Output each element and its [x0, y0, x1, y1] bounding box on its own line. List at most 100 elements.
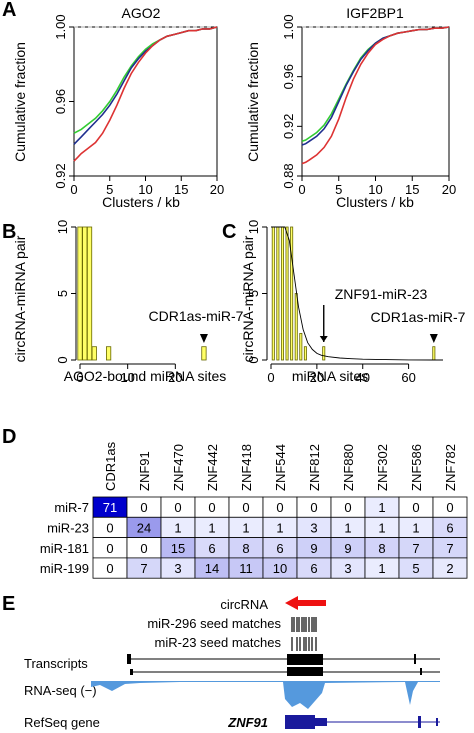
cell-value: 6 [310, 561, 317, 576]
transcript-exon [127, 654, 131, 664]
bar [322, 346, 326, 361]
cell-value: 10 [273, 561, 287, 576]
expected-curve [271, 226, 443, 361]
transcript-exon [420, 668, 422, 675]
chart-igf2bp1: IGF2BP1 Clusters / kb Cumulative fractio… [245, 5, 456, 210]
cell-value: 6 [276, 541, 283, 556]
cell-value: 3 [310, 520, 317, 535]
x-tick-label: 15 [174, 182, 188, 197]
y-tick-label: 1.00 [53, 14, 68, 39]
row-header: miR-23 [47, 520, 89, 535]
cell-value: 1 [242, 520, 249, 535]
cell-value: 0 [310, 500, 317, 515]
bar [285, 226, 289, 361]
chart-ago2: AGO2 Clusters / kb Cumulative fraction 0… [12, 5, 224, 210]
cell-value: 15 [171, 541, 185, 556]
cell-value: 1 [208, 520, 215, 535]
column-header: ZNF782 [443, 444, 458, 491]
bar [276, 226, 280, 361]
refseq-exon [418, 716, 421, 728]
x-tick-label: 5 [335, 182, 342, 197]
cell-value: 7 [140, 561, 147, 576]
cell-value: 0 [446, 500, 453, 515]
transcript-exon [130, 669, 133, 675]
cell-value: 11 [239, 561, 253, 576]
cell-value: 0 [344, 500, 351, 515]
series-line-green [73, 26, 218, 134]
y-tick-label: 0.96 [281, 64, 296, 89]
bar [82, 226, 88, 361]
y-axis-title: circRNA-miRNA pair [12, 235, 28, 362]
cell-value: 14 [205, 561, 219, 576]
cell-value: 0 [140, 541, 147, 556]
x-axis-title: Clusters / kb [336, 194, 414, 210]
cell-value: 1 [276, 520, 283, 535]
cell-value: 0 [106, 541, 113, 556]
transcripts-label: Transcripts [24, 656, 88, 671]
chart-ago2-bound-sites: AGO2-bound miRNA sites circRNA-miRNA pai… [12, 220, 244, 385]
cell-value: 0 [106, 520, 113, 535]
transcript-exon [414, 654, 416, 664]
y-tick-label: 0 [55, 356, 70, 363]
x-tick-label: 0 [267, 370, 274, 385]
y-tick-label: 0.92 [281, 114, 296, 139]
refseq-exon [436, 718, 438, 726]
gene-name-label: ZNF91 [227, 715, 268, 730]
y-tick-label: 1.00 [281, 14, 296, 39]
bar [91, 346, 97, 361]
panel-letter-c: C [222, 221, 236, 243]
cell-value: 2 [446, 561, 453, 576]
x-tick-label: 15 [405, 182, 419, 197]
x-tick-label: 20 [210, 182, 224, 197]
chart-title-igf2bp1: IGF2BP1 [346, 5, 404, 21]
bar [201, 346, 207, 361]
series-line-red [73, 26, 218, 162]
chart-mirna-sites: miRNA sites circRNA-miRNA pair 0 5 10 0 20 40… [240, 220, 466, 385]
x-tick-label: 0 [76, 370, 83, 385]
bar [290, 226, 294, 361]
cell-value: 7 [446, 541, 453, 556]
x-tick-label: 20 [310, 370, 324, 385]
x-tick-label: 10 [138, 182, 152, 197]
cell-value: 5 [412, 561, 419, 576]
cell-value: 1 [378, 561, 385, 576]
y-axis-title: Cumulative fraction [245, 42, 261, 162]
x-tick-label: 0 [70, 182, 77, 197]
cell-value: 3 [344, 561, 351, 576]
mir296-seed-label: miR-296 seed matches [147, 616, 281, 631]
cell-value: 7 [412, 541, 419, 556]
column-header: ZNF812 [307, 444, 322, 491]
refseq-gene-track [285, 715, 440, 729]
table-cell [432, 557, 468, 579]
panel-letter-d: D [2, 426, 16, 448]
column-header: ZNF91 [137, 451, 152, 491]
rnaseq-coverage [91, 681, 440, 709]
refseq-label: RefSeq gene [24, 715, 100, 730]
x-tick-label: 20 [168, 370, 182, 385]
row-header: miR-181 [40, 541, 89, 556]
x-tick-label: 5 [106, 182, 113, 197]
column-header: ZNF418 [239, 444, 254, 491]
annotation-label: CDR1as-miR-7 [149, 308, 244, 324]
refseq-exon [285, 715, 315, 729]
annotation-arrow-head [319, 336, 328, 342]
bar [280, 226, 284, 361]
cell-value: 0 [208, 500, 215, 515]
cell-value: 1 [412, 520, 419, 535]
cell-value: 71 [103, 500, 117, 515]
y-tick-label: 0 [246, 356, 261, 363]
annotation-marker [199, 334, 208, 343]
bar [432, 346, 436, 361]
annotation-label: CDR1as-miR-7 [371, 309, 466, 325]
y-tick-label: 0.92 [53, 163, 68, 188]
x-tick-label: 40 [355, 370, 369, 385]
y-tick-label: 5 [246, 290, 261, 297]
y-tick-label: 0.96 [53, 89, 68, 114]
cell-value: 3 [174, 561, 181, 576]
cell-value: 1 [174, 520, 181, 535]
annotation-label: ZNF91-miR-23 [335, 286, 428, 302]
refseq-utr [315, 718, 327, 726]
bar [271, 226, 275, 361]
cell-value: 6 [208, 541, 215, 556]
